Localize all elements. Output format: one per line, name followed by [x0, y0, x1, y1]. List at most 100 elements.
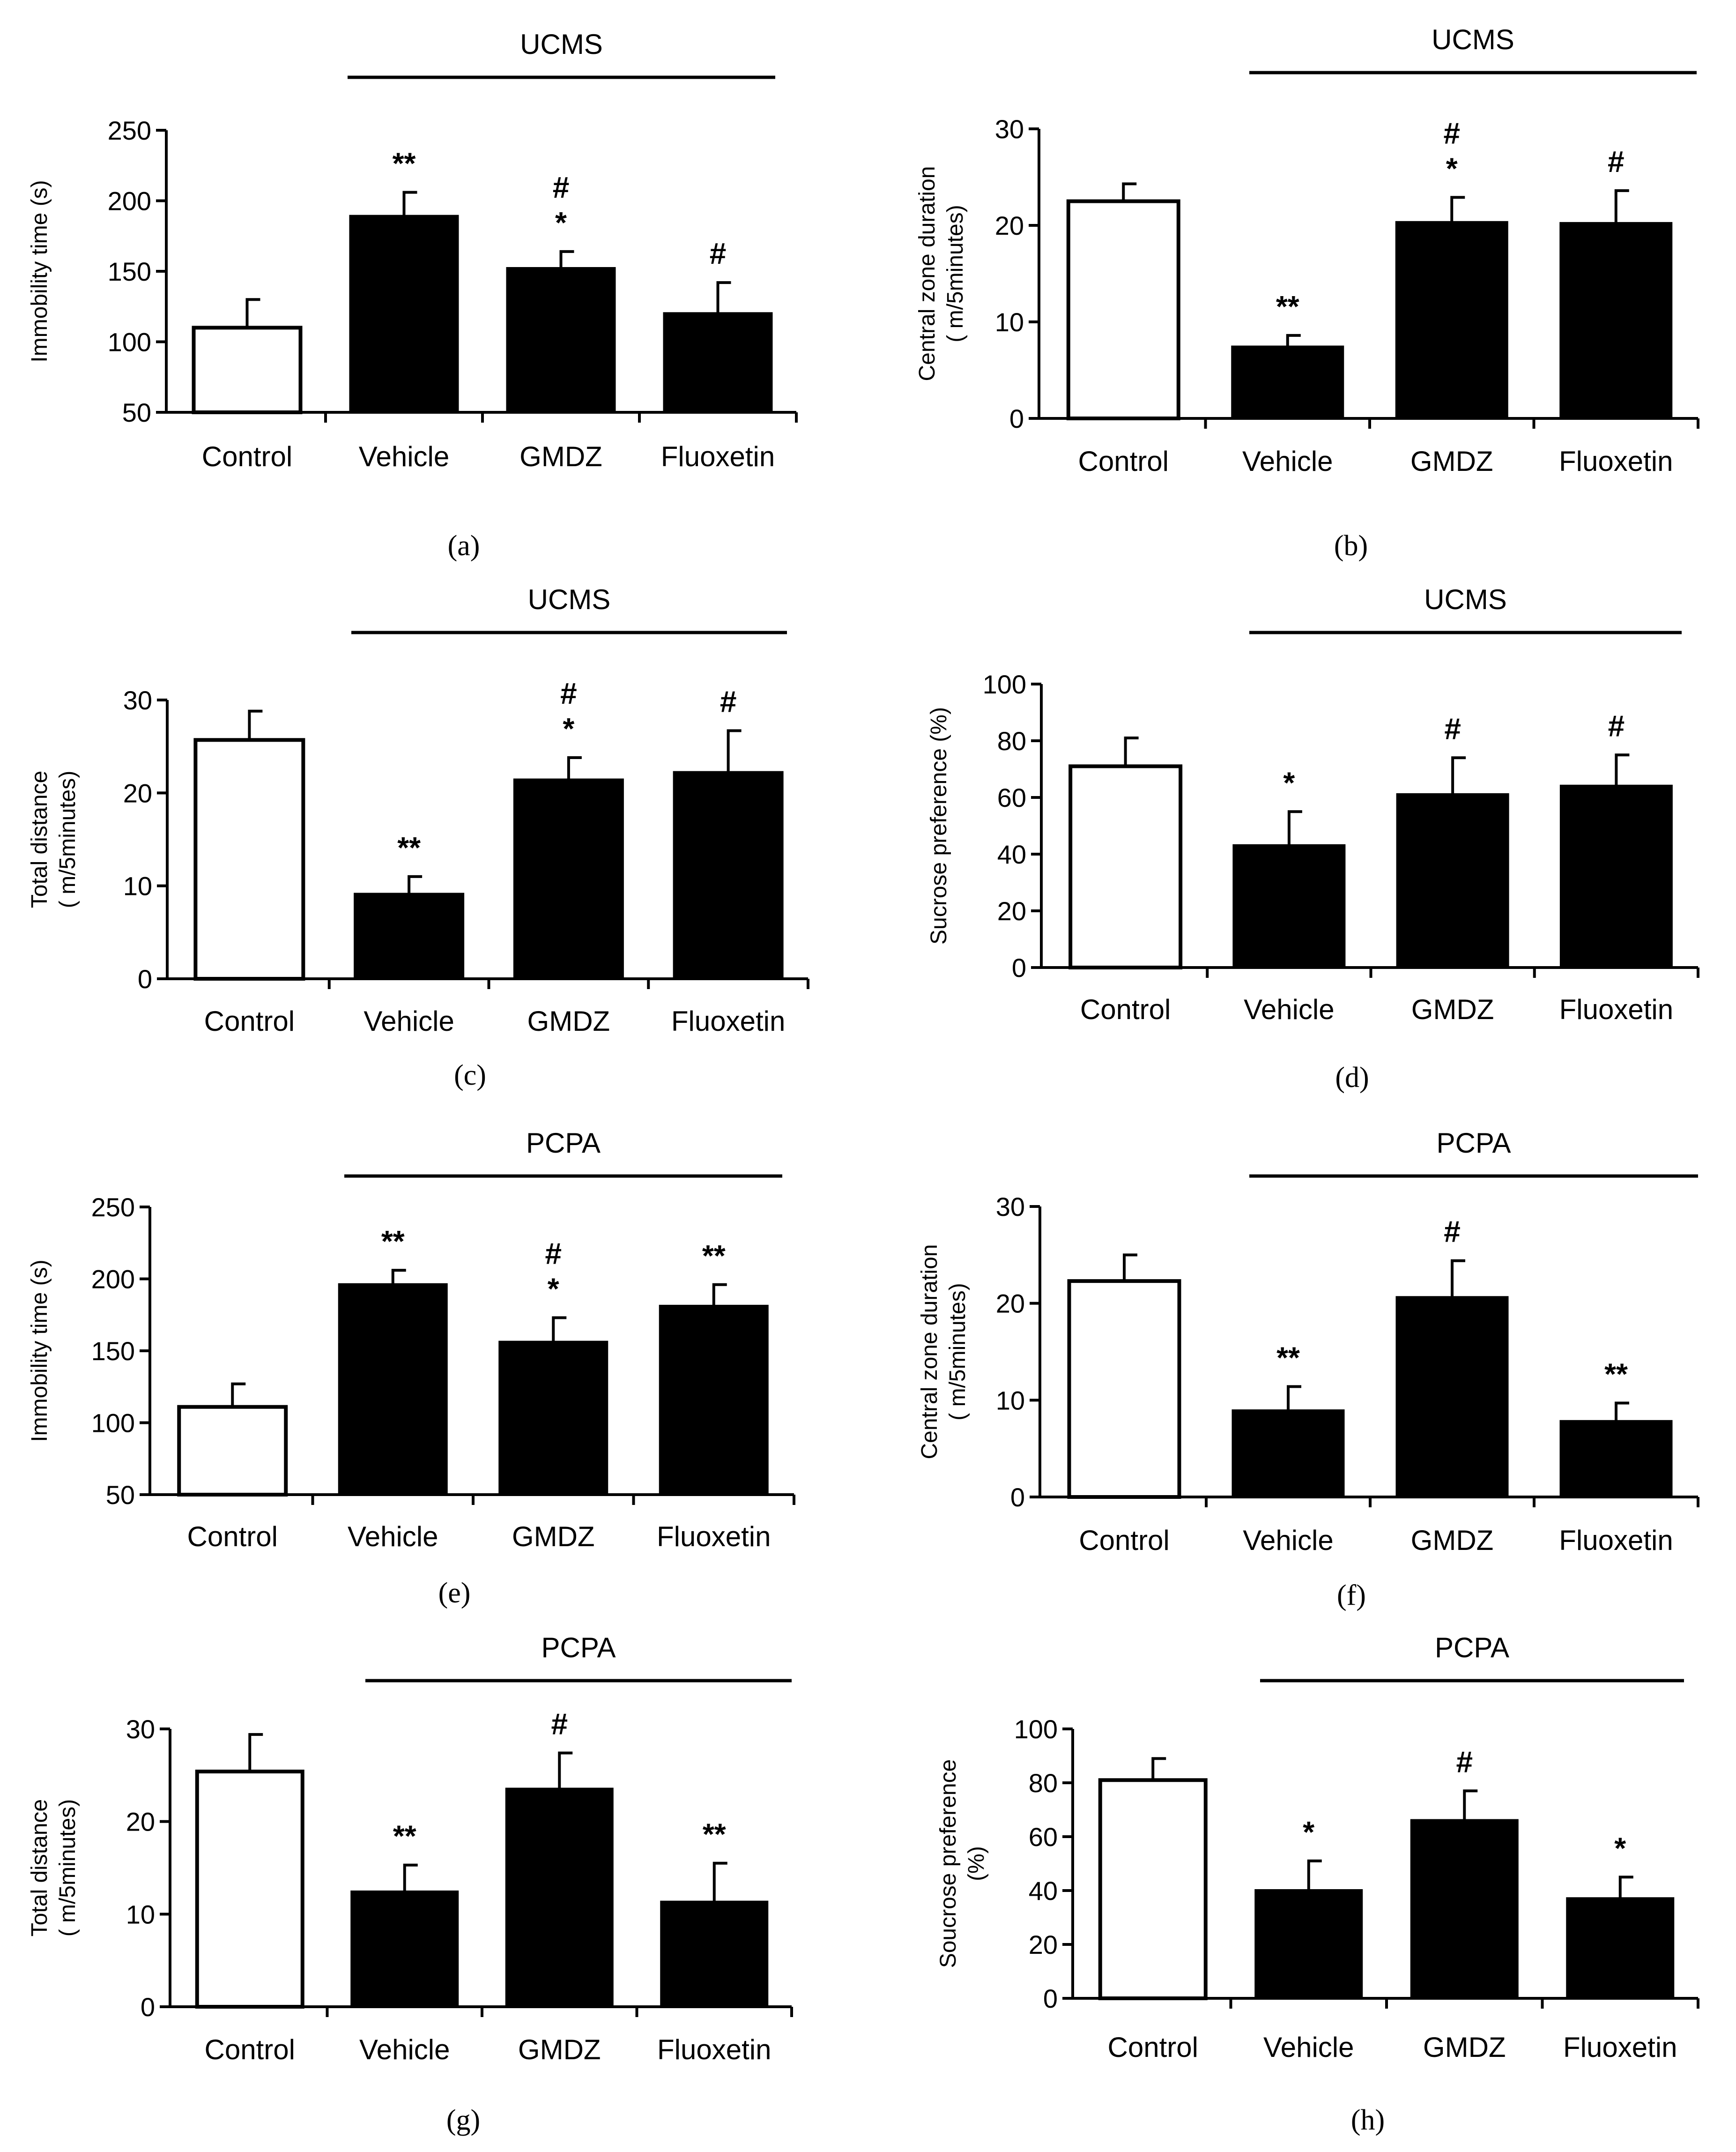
error-bar: [1307, 1859, 1322, 1891]
y-axis-title: Immobility time (s): [27, 180, 52, 362]
significance-label: *: [1614, 1831, 1626, 1865]
group-label: PCPA: [542, 1632, 616, 1663]
bar-treated: [350, 1890, 459, 2008]
bar-treated: [1396, 793, 1509, 969]
bar-treated: [660, 1900, 769, 2009]
error-bar: [716, 281, 731, 314]
significance-label: **: [393, 146, 416, 180]
y-axis-title: Immobility time (s): [27, 1259, 52, 1442]
error-bar: [1615, 1401, 1629, 1422]
chart-panel-2: 0 10 20 30 Central zone duration( m/5minutes…: [915, 24, 1699, 562]
category-label: Fluoxetin: [1563, 2032, 1677, 2063]
bar-treated: [1231, 345, 1344, 420]
error-bar: [245, 298, 260, 328]
category-label: Fluoxetin: [671, 1005, 785, 1037]
category-label: GMDZ: [518, 2034, 601, 2065]
significance-label: #: [1444, 1215, 1461, 1249]
panel-label: (e): [438, 1577, 471, 1609]
category-label: Vehicle: [1242, 446, 1333, 477]
y-axis-title: ( m/5minutes): [55, 771, 80, 908]
error-bar: [1615, 753, 1630, 786]
y-tick-label: 20: [997, 896, 1026, 926]
significance-label: *: [1303, 1815, 1314, 1849]
category-label: Fluoxetin: [657, 2034, 771, 2065]
group-label: UCMS: [520, 29, 603, 60]
category-label: Control: [205, 2034, 295, 2065]
category-label: Control: [202, 441, 292, 472]
significance-label: #: [1444, 712, 1461, 745]
error-bar: [1451, 756, 1466, 795]
y-tick-label: 50: [106, 1480, 135, 1510]
group-label: UCMS: [1432, 24, 1514, 55]
y-tick-label: 100: [983, 670, 1026, 699]
bar-control: [192, 326, 303, 415]
y-tick-label: 20: [995, 211, 1024, 240]
y-axis-title: Central zone duration: [917, 1244, 942, 1459]
error-bar: [552, 1316, 567, 1342]
y-tick-label: 0: [1009, 404, 1024, 433]
chart-panel-1: 50 100 150 200 250 Immobility time (s) Control…: [27, 29, 798, 562]
category-label: GMDZ: [1423, 2032, 1506, 2063]
bar-treated: [1254, 1889, 1363, 2000]
error-bar: [712, 1283, 727, 1306]
bar-treated: [349, 215, 459, 414]
y-tick-label: 50: [122, 398, 151, 427]
error-bar: [1450, 196, 1465, 223]
significance-label: **: [397, 831, 421, 864]
significance-label: #: [1456, 1745, 1473, 1779]
error-bar: [1451, 1259, 1465, 1298]
y-tick-label: 40: [997, 840, 1026, 869]
significance-label: *: [1283, 766, 1295, 799]
significance-label: #: [560, 677, 577, 710]
y-axis-title: ( m/5minutes): [55, 1799, 80, 1936]
significance-label: #: [1608, 709, 1625, 743]
category-label: GMDZ: [519, 441, 602, 472]
category-label: Fluoxetin: [661, 441, 775, 472]
significance-label: **: [1604, 1357, 1628, 1391]
bar-control: [195, 1769, 304, 2009]
y-tick-label: 10: [126, 1899, 155, 1929]
category-label: GMDZ: [1410, 446, 1493, 477]
chart-panel-6: 0 10 20 30 Central zone duration( m/5minutes…: [917, 1127, 1699, 1611]
bar-treated: [1559, 222, 1673, 420]
error-bar: [402, 191, 417, 216]
bar-treated: [1395, 1296, 1509, 1498]
error-bar: [391, 1269, 406, 1285]
bar-treated: [1232, 1409, 1345, 1498]
significance-label: #: [1608, 145, 1625, 179]
error-bar: [1614, 189, 1629, 223]
bar-treated: [354, 893, 465, 981]
category-label: GMDZ: [1411, 1525, 1494, 1556]
error-bar: [1122, 182, 1137, 201]
group-label: PCPA: [1435, 1632, 1509, 1663]
bar-treated: [673, 771, 784, 980]
y-tick-label: 100: [108, 328, 151, 357]
significance-label: *: [1446, 151, 1458, 185]
y-tick-label: 20: [1029, 1930, 1058, 1959]
y-tick-label: 10: [996, 1385, 1025, 1415]
category-label: Control: [1080, 994, 1171, 1025]
y-tick-label: 100: [91, 1408, 135, 1438]
category-label: Vehicle: [364, 1005, 454, 1037]
y-tick-label: 30: [995, 114, 1024, 144]
y-tick-label: 100: [1014, 1714, 1058, 1744]
significance-label: *: [563, 712, 574, 745]
category-label: Vehicle: [1244, 994, 1334, 1025]
significance-label: **: [381, 1224, 405, 1258]
bar-treated: [505, 1787, 614, 2009]
error-bar: [1151, 1757, 1166, 1780]
category-label: Vehicle: [359, 2034, 450, 2065]
group-label: PCPA: [1437, 1127, 1511, 1159]
group-label: UCMS: [1424, 584, 1507, 615]
y-tick-label: 250: [108, 116, 151, 145]
panel-label: (f): [1337, 1579, 1366, 1611]
bar-control: [1098, 1778, 1208, 2000]
y-axis-title: Total distance: [27, 771, 52, 908]
error-bar: [558, 1751, 573, 1789]
error-bar: [712, 1862, 727, 1902]
panel-label: (a): [448, 530, 480, 562]
category-label: Fluoxetin: [1559, 1525, 1673, 1556]
chart-panel-5: 50 100 150 200 250 Immobility time (s) Control…: [27, 1127, 795, 1609]
category-label: GMDZ: [527, 1005, 610, 1037]
